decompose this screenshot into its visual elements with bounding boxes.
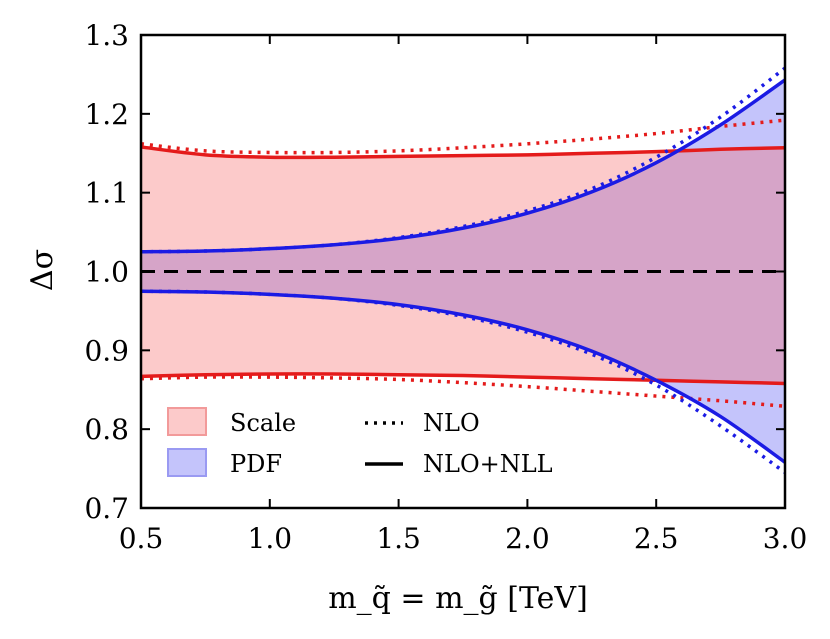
- y-axis-title-text: Δσ: [25, 249, 60, 291]
- y-tick-label: 0.9: [84, 334, 129, 367]
- y-tick-label: 1.3: [84, 19, 129, 52]
- series-line-scale-lower-nlo-nll: [140, 372, 786, 386]
- x-tick-label: 1.0: [248, 522, 293, 555]
- series-line-scale-upper-nlo: [140, 118, 786, 155]
- series-line-scale-lower-nlo: [140, 375, 786, 409]
- legend-label-pdf: PDF: [230, 450, 282, 478]
- legend-label-nlo: NLO: [423, 409, 480, 437]
- legend-label-nlo-nll: NLO+NLL: [423, 450, 553, 478]
- x-tick-label: 2.0: [505, 522, 550, 555]
- legend-label-scale: Scale: [230, 409, 296, 437]
- y-tick-label: 1.1: [84, 177, 129, 210]
- legend-swatch-scale: [167, 407, 207, 436]
- x-tick-label: 1.5: [376, 522, 421, 555]
- x-axis-title: m_q̃ = m_g̃ [TeV]: [328, 581, 588, 616]
- y-axis-title: Δσ: [25, 249, 60, 291]
- y-tick-label: 1.0: [84, 256, 129, 289]
- y-tick-label: 0.8: [84, 413, 129, 446]
- legend: Scale PDF NLO NLO+NLL: [167, 407, 553, 478]
- series-line-pdf-upper-nlo: [140, 66, 787, 254]
- x-tick-label: 3.0: [763, 522, 808, 555]
- x-axis-title-text: m_q̃ = m_g̃ [TeV]: [328, 581, 588, 616]
- x-tick-label: 0.5: [119, 522, 164, 555]
- x-tick-label: 2.5: [634, 522, 679, 555]
- y-tick-label: 0.7: [84, 492, 129, 525]
- axis-ticks: 0.5 1.0 1.5 2.0 2.5 3.0 0.7 0.8 0.9 1.0 1.1 1.2 1.3: [84, 19, 807, 555]
- legend-swatch-pdf: [167, 448, 207, 477]
- series-line-pdf-lower-nlo: [140, 289, 787, 474]
- y-tick-label: 1.2: [84, 98, 129, 131]
- series-lines: [140, 66, 787, 474]
